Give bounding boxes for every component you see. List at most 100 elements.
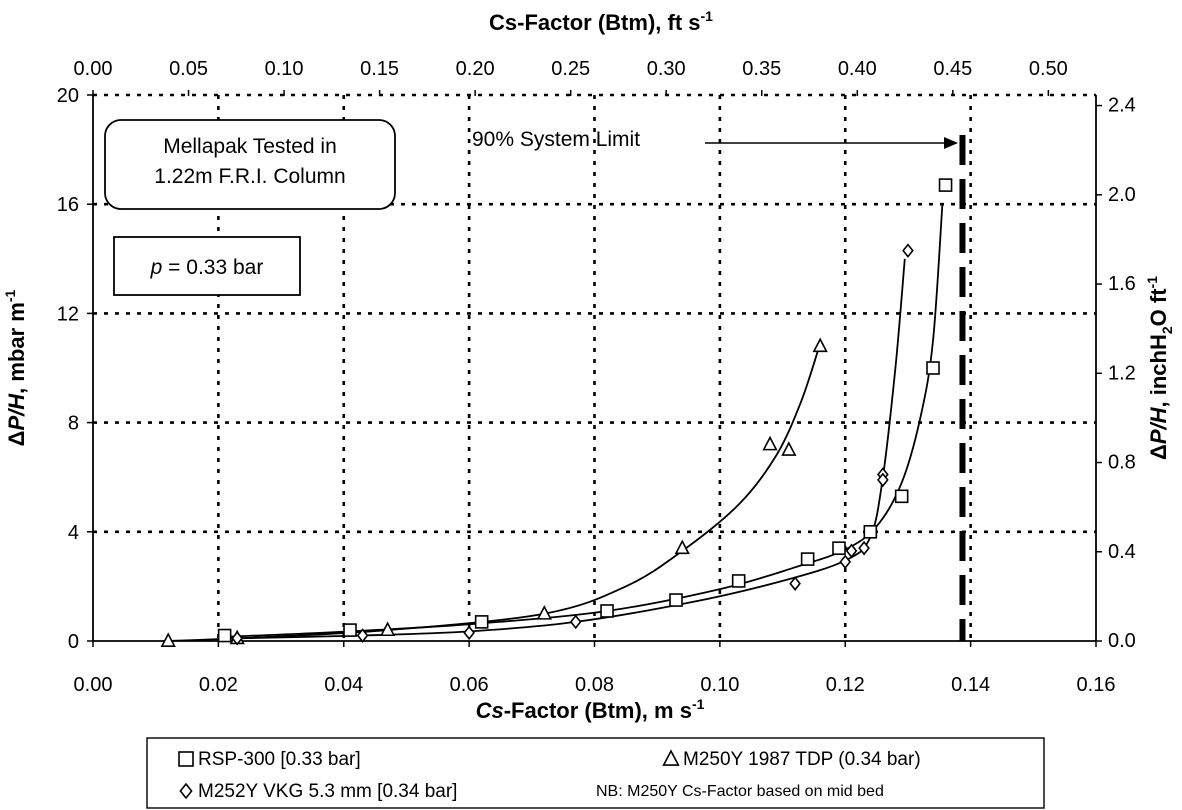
legend-marker-rsp-300-0-33-bar — [178, 751, 194, 767]
x-tick-label: 0.06 — [450, 674, 489, 696]
y-tick-label: 0 — [68, 631, 79, 653]
column-annotation-line2: 1.22m F.R.I. Column — [154, 165, 345, 188]
y-axis-title-exp: -1 — [2, 289, 18, 302]
x-tick-label: 0.02 — [199, 674, 238, 696]
point-m252y-vkg-5-3-mm-0-34-bar — [839, 554, 852, 570]
fitted-curves — [168, 204, 944, 642]
x2-tick-label: 0.30 — [647, 58, 686, 80]
y2-axis-title-exp: -1 — [1144, 276, 1160, 289]
x-tick-label: 0.00 — [74, 674, 113, 696]
point-rsp-300-0-33-bar — [800, 552, 815, 566]
point-rsp-300-0-33-bar — [926, 361, 940, 375]
fit-curve-m252y-vkg-5-3-mm-0-34-bar — [237, 258, 906, 640]
system-limit-label: 90% System Limit — [472, 128, 640, 151]
legend-item-m250y: M250Y 1987 TDP (0.34 bar) — [683, 749, 921, 770]
y2-axis-title-units-a: , inchH — [1146, 334, 1171, 407]
y-tick-label: 20 — [57, 85, 79, 107]
legend-item-m252y: M252Y VKG 5.3 mm [0.34 bar] — [198, 781, 457, 802]
point-m252y-vkg-5-3-mm-0-34-bar — [902, 243, 914, 258]
point-rsp-300-0-33-bar — [894, 489, 909, 504]
y-tick-label: 4 — [68, 522, 79, 544]
legend-box — [146, 737, 1045, 809]
x-tick-label: 0.16 — [1077, 674, 1116, 696]
y-tick-label: 16 — [57, 194, 79, 216]
axes — [87, 90, 1102, 647]
top-axis-title: Cs-Factor (Btm), ft s-1 — [489, 8, 713, 35]
y-tick-label: 8 — [68, 413, 79, 435]
x-axis-title-text: -Factor (Btm), m s — [504, 698, 692, 723]
x2-tick-label: 0.00 — [74, 58, 113, 80]
x-axis-title: Cs-Factor (Btm), m s-1 — [476, 696, 705, 723]
top-axis-title-text: -Factor (Btm), ft s — [517, 10, 700, 35]
pressure-value: = 0.33 bar — [162, 256, 263, 279]
y2-axis-title-sub: 2 — [1159, 326, 1175, 334]
point-m252y-vkg-5-3-mm-0-34-bar — [569, 614, 582, 630]
legend-markers — [178, 749, 680, 800]
y2-tick-label: 0.0 — [1108, 630, 1136, 652]
point-m250y-1987-tdp-0-34-bar — [160, 632, 176, 647]
system-limit-arrowhead — [944, 137, 958, 149]
fit-curve-rsp-300-0-33-bar — [224, 204, 944, 638]
point-rsp-300-0-33-bar — [474, 615, 489, 629]
x2-tick-label: 0.20 — [456, 58, 495, 80]
legend-note: NB: M250Y Cs-Factor based on mid bed — [596, 783, 884, 800]
column-annotation-line1: Mellapak Tested in — [163, 135, 337, 158]
x2-tick-label: 0.15 — [360, 58, 399, 80]
y2-tick-label: 0.4 — [1108, 541, 1136, 563]
fit-curve-m250y-1987-tdp-0-34-bar — [168, 343, 822, 642]
point-m250y-1987-tdp-0-34-bar — [812, 337, 828, 353]
y2-axis-title-var: P/H — [1146, 406, 1171, 444]
x2-tick-label: 0.50 — [1029, 58, 1068, 80]
x-tick-label: 0.14 — [951, 674, 990, 696]
point-m252y-vkg-5-3-mm-0-34-bar — [463, 625, 475, 641]
point-rsp-300-0-33-bar — [217, 628, 232, 643]
point-m250y-1987-tdp-0-34-bar — [674, 539, 690, 555]
y2-axis-title-units-b: O ft — [1146, 288, 1171, 327]
x-axis-title-exp: -1 — [692, 696, 705, 712]
point-m252y-vkg-5-3-mm-0-34-bar — [356, 628, 369, 643]
y-axis-title-delta: Δ — [4, 431, 29, 447]
y-axis-title: ΔP/H, mbar m-1 — [2, 289, 29, 446]
point-rsp-300-0-33-bar — [938, 178, 953, 192]
y-tick-label: 12 — [57, 303, 79, 325]
pressure-annotation: p = 0.33 bar — [150, 256, 264, 279]
y2-tick-label: 2.4 — [1108, 95, 1136, 117]
point-m252y-vkg-5-3-mm-0-34-bar — [231, 630, 244, 646]
x2-tick-label: 0.40 — [838, 58, 877, 80]
y2-tick-label: 2.0 — [1108, 184, 1136, 206]
x2-tick-label: 0.25 — [551, 58, 590, 80]
y2-tick-label: 1.2 — [1108, 362, 1136, 384]
point-rsp-300-0-33-bar — [832, 541, 846, 555]
y2-axis-title: ΔP/H, inchH2O ft-1 — [1144, 276, 1175, 460]
point-m250y-1987-tdp-0-34-bar — [380, 621, 396, 637]
point-m252y-vkg-5-3-mm-0-34-bar — [845, 543, 858, 559]
point-m250y-1987-tdp-0-34-bar — [536, 605, 552, 620]
point-m252y-vkg-5-3-mm-0-34-bar — [789, 576, 801, 591]
tick-labels: 0.00 0.02 0.04 0.06 0.08 0.10 0.12 0.14 0.160.00… — [57, 58, 1136, 696]
data-markers — [160, 178, 953, 647]
column-annotation-box — [104, 119, 396, 210]
legend-marker-m252y-vkg-5-3-mm-0-34-bar — [179, 782, 193, 800]
point-m250y-1987-tdp-0-34-bar — [781, 441, 797, 456]
x-axis-title-prefix: Cs — [476, 698, 504, 723]
x2-tick-label: 0.10 — [265, 58, 304, 80]
legend-marker-m250y-1987-tdp-0-34-bar — [662, 749, 680, 766]
top-axis-title-exp: -1 — [701, 8, 714, 24]
y2-tick-label: 1.6 — [1108, 273, 1136, 295]
x-tick-label: 0.12 — [826, 674, 865, 696]
point-rsp-300-0-33-bar — [863, 524, 878, 539]
x-tick-label: 0.04 — [324, 674, 363, 696]
y-axis-title-units: , mbar m — [4, 302, 29, 394]
x2-tick-label: 0.45 — [933, 58, 972, 80]
point-m252y-vkg-5-3-mm-0-34-bar — [877, 472, 889, 488]
legend-item-rsp300: RSP-300 [0.33 bar] — [198, 749, 361, 770]
point-m250y-1987-tdp-0-34-bar — [762, 435, 778, 451]
y2-tick-label: 0.8 — [1108, 452, 1136, 474]
y-axis-title-var: P/H — [4, 393, 29, 431]
x-tick-label: 0.08 — [575, 674, 614, 696]
pressure-annotation-box — [113, 236, 301, 296]
point-rsp-300-0-33-bar — [731, 574, 746, 588]
x2-tick-label: 0.05 — [169, 58, 208, 80]
top-axis-title-prefix: Cs — [489, 10, 517, 35]
